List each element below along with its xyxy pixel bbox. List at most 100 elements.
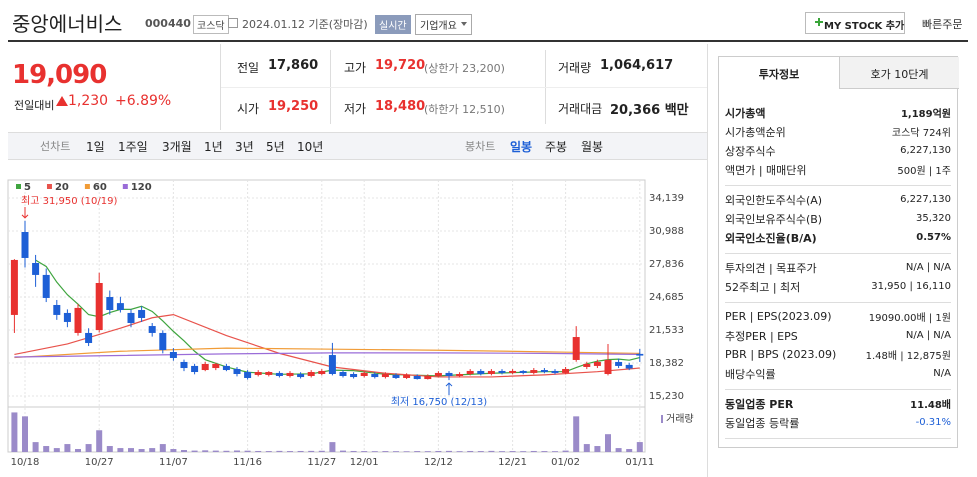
volume-bar	[138, 449, 145, 452]
volume-bar	[329, 442, 336, 452]
range-tab[interactable]: 월봉	[581, 140, 604, 154]
volume-bar	[393, 451, 399, 452]
volume-bar	[223, 450, 230, 452]
candle-body	[551, 370, 559, 373]
candle-body	[127, 312, 135, 324]
volume-bar	[287, 451, 293, 452]
candle-body	[74, 307, 82, 333]
info-value: 6,227,130	[900, 194, 951, 205]
volume-bar	[244, 450, 251, 452]
stock-code: 000440	[145, 17, 191, 30]
info-section: 외국인한도주식수(A) 6,227,130 외국인보유주식수(B) 35,320 외국인…	[725, 186, 951, 254]
volume-bar	[509, 451, 516, 452]
stat-value: 20,366 백만	[610, 103, 689, 118]
volume-bar	[626, 449, 633, 452]
info-label: 외국인보유주식수(B)	[725, 212, 823, 226]
stat-label: 시가	[237, 102, 260, 116]
info-row: 액면가 | 매매단위 500원 | 1주	[725, 160, 951, 179]
range-tab[interactable]: 3년	[235, 140, 254, 154]
volume-bar	[32, 442, 39, 452]
volume-bar	[234, 450, 240, 452]
candle-body	[593, 361, 601, 366]
info-row: PBR | BPS (2023.09) 1.48배 | 12,875원	[725, 345, 951, 364]
legend-label: 5	[24, 182, 31, 193]
info-row: 동일업종 등락률 -0.31%	[725, 413, 951, 432]
ma-line	[14, 352, 640, 358]
candle-body	[148, 326, 156, 333]
stat-label: 전일	[237, 61, 260, 75]
candle-body	[604, 359, 612, 375]
company-info-button[interactable]: 기업개요	[415, 14, 472, 35]
volume-bar	[605, 434, 611, 452]
low-arrow	[445, 382, 453, 396]
stat-note: (하한가 12,510)	[424, 103, 505, 116]
volume-bar	[43, 446, 50, 452]
y-tick-label: 30,988	[649, 226, 684, 237]
info-value: 35,320	[916, 213, 951, 224]
candle-body	[434, 372, 442, 376]
info-section: PER | EPS(2023.09) 19090.00배 | 1원 추정PER | …	[725, 303, 951, 390]
volume-bar	[96, 430, 103, 452]
range-tab[interactable]: 3개월	[162, 140, 192, 154]
candle-body	[180, 361, 188, 369]
candle-body	[138, 310, 146, 318]
info-label: 투자의견 | 목표주가	[725, 261, 817, 275]
info-label: PER | EPS(2023.09)	[725, 310, 832, 323]
info-label: 동일업종 등락률	[725, 416, 800, 430]
range-tab[interactable]: 1년	[204, 140, 223, 154]
info-label: PBR | BPS (2023.09)	[725, 348, 837, 361]
x-tick-label: 10/18	[11, 457, 40, 468]
x-tick-label: 10/27	[85, 457, 114, 468]
candle-body	[10, 259, 18, 315]
x-tick-label: 12/21	[498, 457, 527, 468]
candle-body	[371, 374, 379, 378]
volume-bar	[594, 446, 601, 452]
stat-label: 거래량	[558, 61, 592, 75]
volume-bar	[541, 451, 548, 452]
quick-order[interactable]: 빠른주문	[922, 18, 963, 31]
info-row: 투자의견 | 목표주가 N/A | N/A	[725, 258, 951, 277]
ma-line	[14, 314, 640, 378]
x-tick-label: 12/12	[424, 457, 453, 468]
stat-note: (상한가 23,200)	[424, 62, 505, 75]
info-row: PER | EPS(2023.09) 19090.00배 | 1원	[725, 307, 951, 326]
candle-body	[509, 370, 517, 373]
volume-bar	[212, 450, 219, 452]
info-section: 투자의견 | 목표주가 N/A | N/A 52주최고 | 최저 31,950 | 1…	[725, 254, 951, 303]
tab[interactable]: 호가 10단계	[839, 57, 959, 89]
divider	[8, 40, 968, 42]
volume-bar	[520, 451, 527, 452]
volume-bar	[318, 450, 325, 452]
volume-bar	[636, 442, 643, 452]
range-tab[interactable]: 1주일	[118, 140, 148, 154]
range-bar	[8, 132, 707, 160]
candle-chart-label: 봉차트	[465, 140, 496, 153]
y-tick-label: 15,230	[649, 391, 684, 402]
range-tab[interactable]: 주봉	[545, 140, 568, 154]
volume-bar	[64, 444, 71, 452]
my-stock-button[interactable]: MY STOCK 추가	[805, 12, 905, 34]
info-value: 31,950 | 16,110	[871, 281, 951, 292]
range-tab[interactable]: 10년	[297, 140, 324, 154]
volume-legend-swatch	[661, 415, 663, 423]
candle-body	[63, 312, 71, 322]
candle-body	[519, 370, 527, 373]
info-value: 0.57%	[916, 232, 951, 243]
candle-body	[540, 370, 548, 373]
candle-body	[562, 368, 570, 373]
range-tab[interactable]: 5년	[266, 140, 285, 154]
range-tab[interactable]: 1일	[86, 140, 105, 154]
candle-body	[339, 372, 347, 376]
tab[interactable]: 투자정보	[719, 57, 839, 89]
candle-body	[265, 372, 273, 375]
range-tab[interactable]: 일봉	[510, 140, 533, 154]
volume-bar	[488, 450, 495, 452]
volume-bar	[403, 451, 410, 452]
candle-body	[286, 372, 294, 376]
volume-bar	[170, 449, 177, 452]
info-row: 추정PER | EPS N/A | N/A	[725, 326, 951, 345]
volume-bar	[191, 450, 198, 452]
realtime-badge[interactable]: 실시간	[375, 15, 411, 34]
line-chart-label: 선차트	[40, 140, 71, 153]
